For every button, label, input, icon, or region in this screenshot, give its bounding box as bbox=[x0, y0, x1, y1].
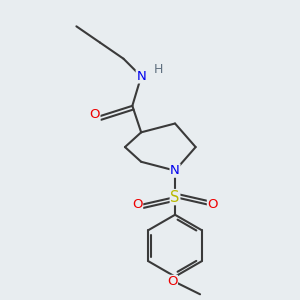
Text: S: S bbox=[170, 190, 180, 205]
Text: N: N bbox=[170, 164, 180, 177]
Text: O: O bbox=[132, 198, 142, 211]
Text: N: N bbox=[136, 70, 146, 83]
Text: O: O bbox=[208, 198, 218, 211]
Text: O: O bbox=[167, 275, 177, 288]
Text: O: O bbox=[89, 108, 100, 121]
Text: H: H bbox=[154, 62, 164, 76]
